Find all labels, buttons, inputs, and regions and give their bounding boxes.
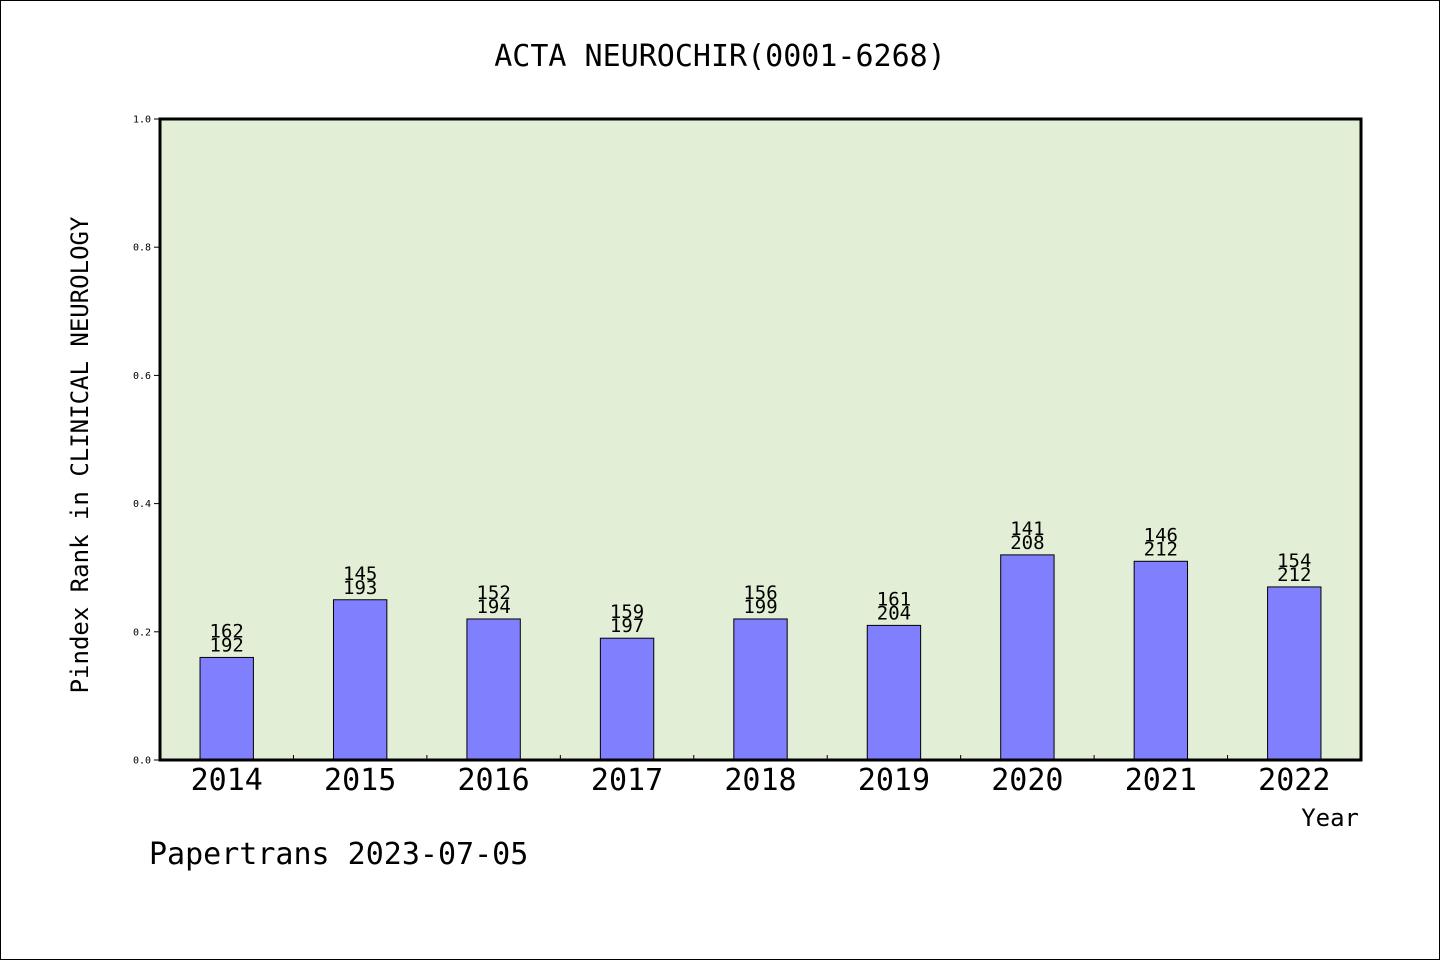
bar [733, 618, 788, 761]
y-tick-label: 0.0 [133, 756, 151, 767]
bar-total-label: 197 [610, 615, 644, 637]
y-tick-label: 0.2 [133, 627, 151, 638]
bar-rank-label: 141 [1010, 518, 1044, 540]
bar-total-label: 212 [1144, 538, 1178, 560]
x-tick-label: 2017 [591, 763, 663, 798]
bar [199, 656, 254, 761]
x-tick-label: 2020 [991, 763, 1063, 798]
bar-rank-label: 154 [1277, 550, 1311, 572]
x-tick-label: 2018 [724, 763, 796, 798]
bar-total-label: 199 [743, 596, 777, 618]
bar [332, 599, 388, 761]
y-tick-label: 0.6 [133, 371, 151, 382]
y-axis-label: Pindex Rank in CLINICAL NEUROLOGY [66, 216, 94, 693]
bar-total-label: 208 [1010, 532, 1044, 554]
y-tick-label: 1.0 [133, 115, 151, 126]
x-tick-label: 2019 [858, 763, 930, 798]
plot-border [158, 117, 1363, 762]
bar [1000, 554, 1055, 761]
bar [1133, 560, 1189, 761]
bar-rank-label: 161 [877, 588, 911, 610]
bar [1267, 586, 1322, 761]
y-tick-label: 0.8 [133, 243, 151, 254]
x-tick-label: 2015 [324, 763, 396, 798]
chart-title: ACTA NEUROCHIR(0001-6268) [494, 39, 946, 74]
bar-rank-label: 156 [743, 582, 777, 604]
bar [466, 618, 521, 761]
bar-rank-label: 159 [610, 601, 644, 623]
bar [599, 637, 655, 761]
x-tick-label: 2022 [1258, 763, 1330, 798]
bar [866, 624, 922, 761]
y-tick-label: 0.4 [133, 499, 151, 510]
bar-rank-label: 145 [343, 563, 377, 585]
footer-text: Papertrans 2023-07-05 [149, 837, 528, 872]
x-axis-label: Year [1301, 804, 1359, 832]
x-tick-label: 2021 [1125, 763, 1197, 798]
bar-rank-label: 146 [1144, 524, 1178, 546]
bar-total-label: 193 [343, 577, 377, 599]
bar-total-label: 212 [1277, 564, 1311, 586]
bar-rank-label: 152 [476, 582, 510, 604]
x-tick-label: 2014 [191, 763, 263, 798]
bar-total-label: 204 [877, 602, 911, 624]
x-tick-label: 2016 [457, 763, 529, 798]
bar-rank-label: 162 [210, 620, 244, 642]
bar-total-label: 194 [476, 596, 510, 618]
bar-total-label: 192 [210, 634, 244, 656]
